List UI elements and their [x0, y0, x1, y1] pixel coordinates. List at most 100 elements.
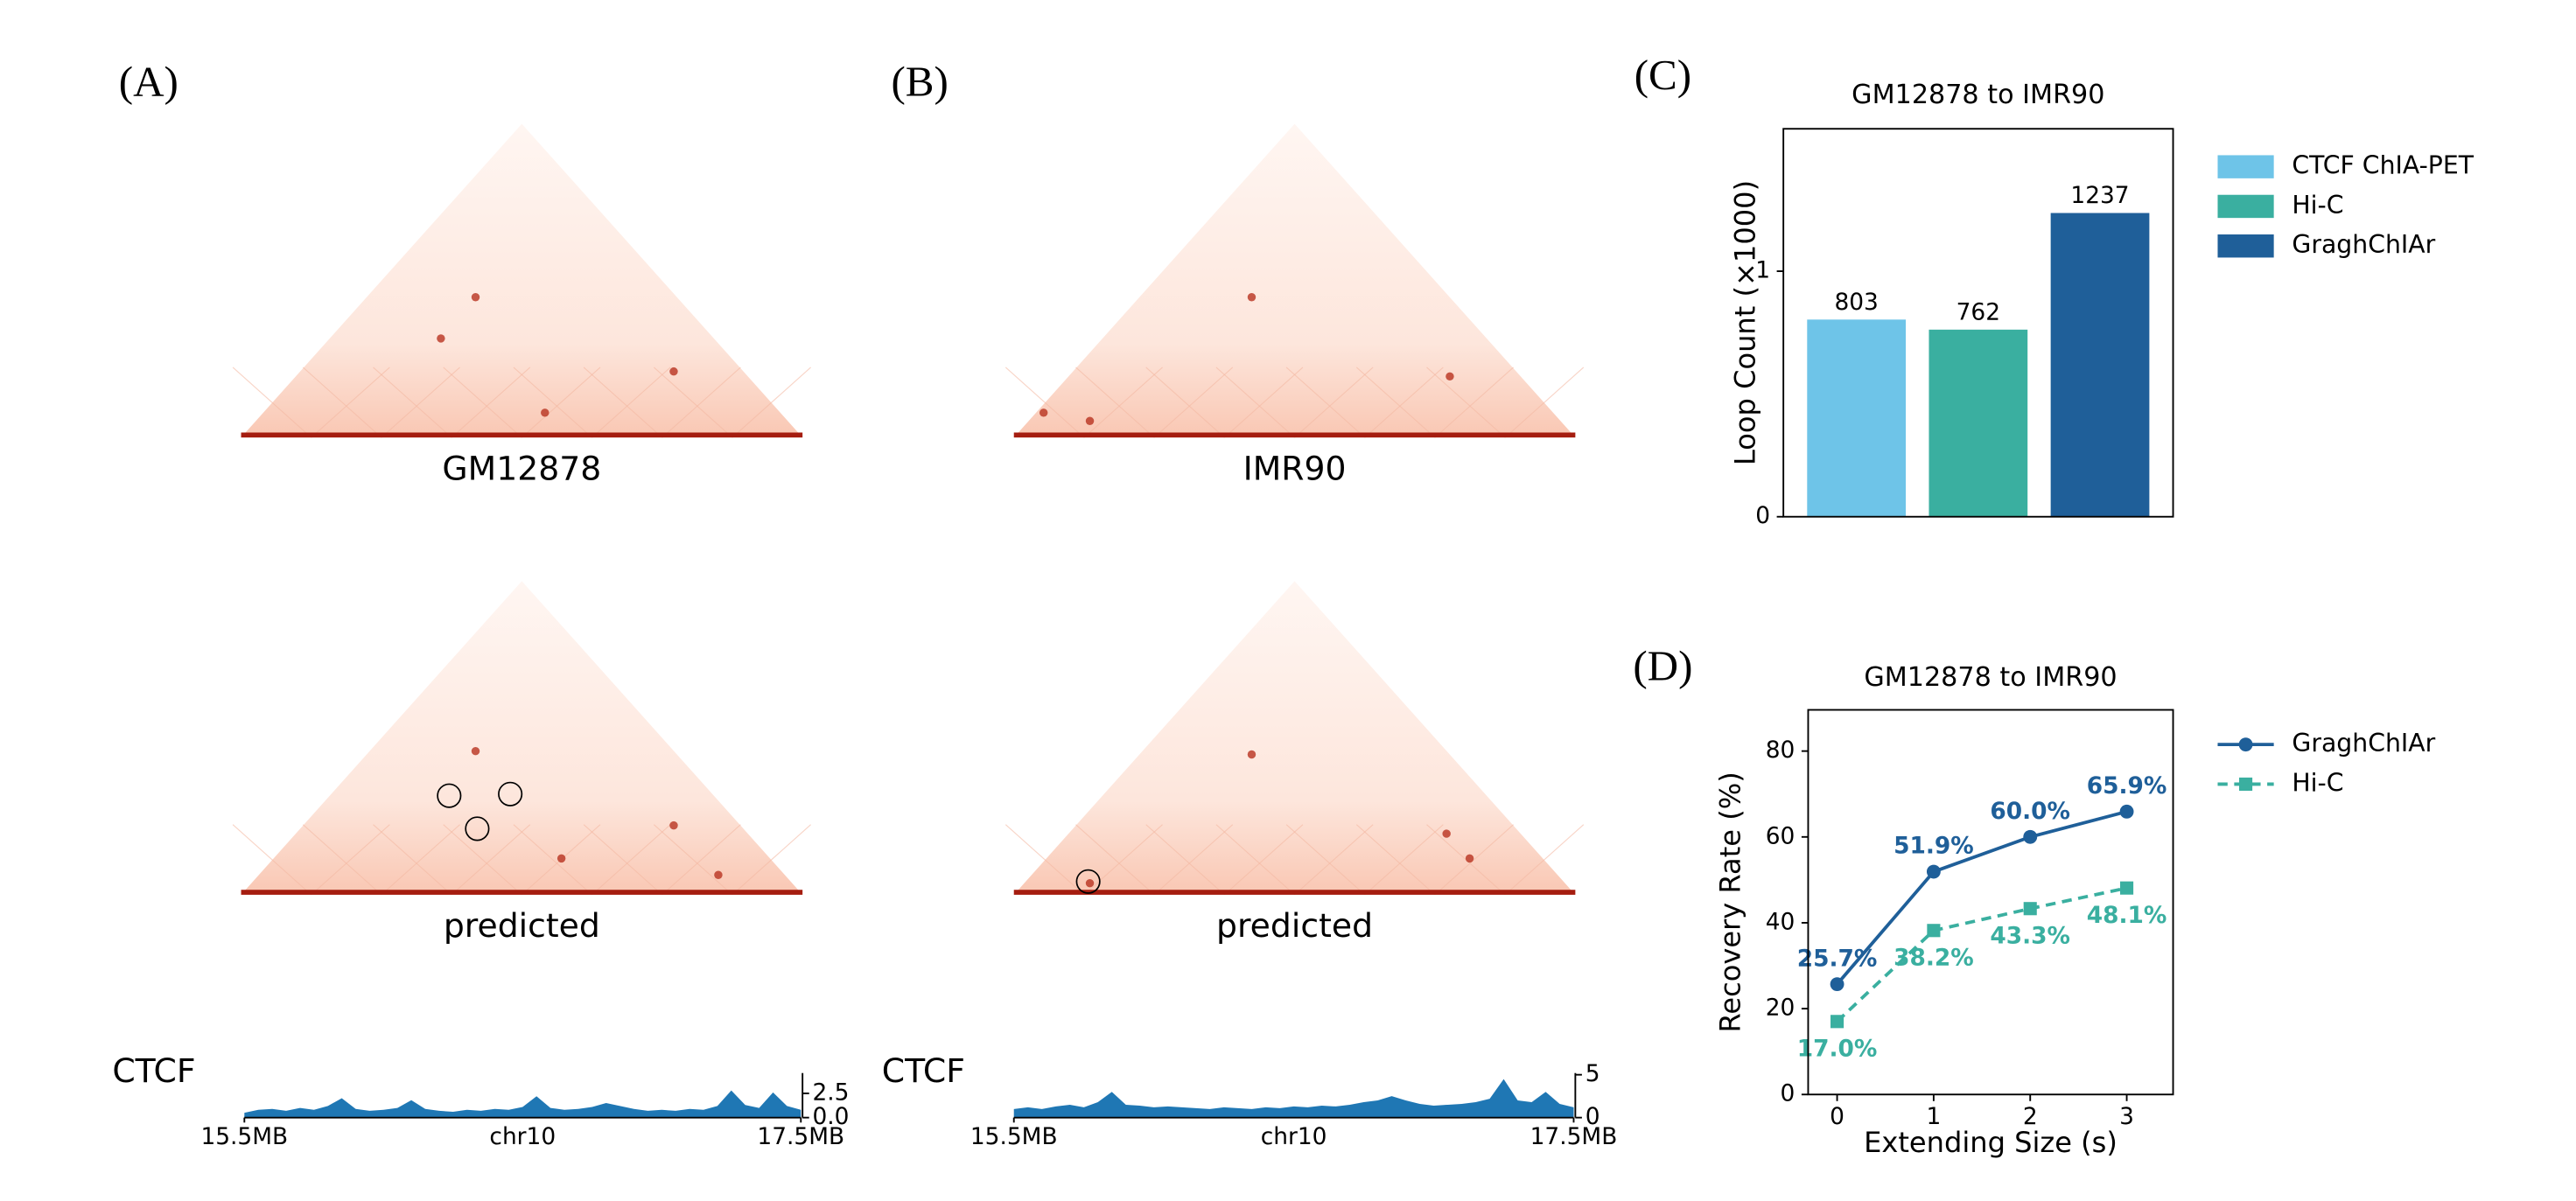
heatmaps — [232, 123, 1585, 896]
point — [2119, 804, 2134, 819]
x-tick-label: 15.5MB — [200, 1123, 288, 1150]
point — [2023, 902, 2037, 916]
legend-label: Hi-C — [2292, 768, 2343, 797]
data-label: 762 — [1956, 298, 2000, 325]
heatmap-stripe — [443, 824, 522, 896]
heatmap-label: predicted — [444, 906, 600, 945]
signal-area — [244, 1090, 802, 1118]
x-tick-label: 1 — [1926, 1103, 1941, 1130]
point — [2023, 829, 2038, 844]
heatmap-stripe — [583, 367, 663, 438]
heatmap-stripe — [302, 824, 382, 896]
heatmap-label: GM12878 — [442, 449, 601, 487]
heatmap-spot — [1085, 416, 1095, 425]
y-tick-label: 1 — [1755, 257, 1770, 284]
heatmap-spot — [471, 746, 480, 756]
heatmap-label: predicted — [1216, 906, 1373, 945]
heatmap-stripe — [1215, 824, 1295, 896]
x-tick-label: 15.5MB — [970, 1123, 1058, 1150]
heatmap-stripe — [521, 367, 601, 438]
heatmap-stripe — [1153, 824, 1234, 896]
heatmap-stripe — [1145, 824, 1225, 896]
data-label: 51.9% — [1894, 833, 1974, 860]
legend-label: GraghChIAr — [2292, 230, 2435, 259]
y-tick-label: 5 — [1586, 1060, 1600, 1087]
heatmap-diagonal — [241, 432, 803, 438]
x-axis-label: chr10 — [1261, 1123, 1327, 1150]
heatmap-spot — [1039, 408, 1048, 417]
y-tick-label: 0 — [1781, 1080, 1796, 1107]
heatmap-stripe — [381, 367, 460, 438]
heatmap-spot — [1442, 829, 1451, 838]
heatmap-diagonal — [241, 890, 803, 895]
heatmap-stripe — [443, 367, 522, 438]
heatmap-stripe — [1083, 367, 1163, 438]
heatmap-stripe — [381, 824, 460, 896]
x-tick-label: 0 — [1830, 1103, 1844, 1130]
heatmap-spot — [1247, 750, 1256, 759]
legend-label: Hi-C — [2292, 191, 2343, 220]
series-line — [1836, 810, 2128, 986]
y-tick-label: 20 — [1766, 995, 1796, 1022]
heatmap-spot — [1247, 293, 1256, 302]
heatmap-stripe — [1355, 367, 1436, 438]
point — [2120, 881, 2134, 895]
heatmap-stripe — [662, 367, 741, 438]
panel-label: (D) — [1633, 641, 1692, 689]
data-label: 48.1% — [2087, 902, 2167, 929]
legend-label: GraghChIAr — [2292, 729, 2435, 758]
heatmap-stripe — [1355, 824, 1436, 896]
heatmap-stripe — [232, 824, 312, 896]
heatmap-stripe — [1215, 367, 1295, 438]
heatmap-spot — [1446, 372, 1454, 381]
series-line — [1836, 886, 2127, 1023]
y-axis-label: Loop Count (×1000) — [1729, 180, 1762, 465]
legend-label: CTCF ChIA-PET — [2292, 151, 2474, 180]
x-tick-label: 17.5MB — [1530, 1123, 1618, 1150]
x-axis-label: Extending Size (s) — [1864, 1126, 2118, 1159]
loop-circle — [465, 816, 490, 841]
chart-title: GM12878 to IMR90 — [1852, 80, 2104, 110]
heatmap-stripe — [1004, 824, 1085, 896]
heatmap-stripe — [1426, 367, 1506, 438]
heatmap-stripe — [732, 367, 811, 438]
heatmap-stripe — [1223, 824, 1304, 896]
heatmap-spot — [556, 854, 566, 863]
y-tick-label: 80 — [1766, 737, 1796, 764]
heatmap-spot — [437, 334, 445, 343]
heatmap-stripe — [1145, 367, 1225, 438]
y-axis-label: CTCF — [882, 1051, 965, 1090]
heatmap-stripe — [1364, 824, 1444, 896]
heatmap-stripe — [592, 367, 671, 438]
heatmap-spot — [541, 408, 550, 417]
heatmap-label: IMR90 — [1243, 449, 1347, 487]
heatmap-stripe — [451, 367, 531, 438]
x-tick-label: 17.5MB — [757, 1123, 844, 1150]
bar — [1807, 319, 1907, 517]
heatmap-stripe — [1434, 824, 1514, 896]
signal-area — [1013, 1079, 1574, 1118]
heatmap-stripe — [311, 367, 390, 438]
data-label: 25.7% — [1797, 945, 1878, 972]
plot-frame — [1807, 709, 2174, 1096]
heatmap-stripe — [1364, 367, 1444, 438]
heatmap-stripe — [1083, 824, 1163, 896]
heatmap-stripe — [1504, 824, 1585, 896]
heatmap-stripe — [1075, 824, 1155, 896]
legend-swatch — [2217, 234, 2274, 258]
legend-swatch — [2217, 155, 2274, 178]
heatmap-triangle — [241, 123, 803, 438]
heatmap-stripe — [1294, 824, 1374, 896]
heatmap-stripe — [373, 367, 452, 438]
heatmap-stripe — [1223, 367, 1304, 438]
y-axis-label: Recovery Rate (%) — [1714, 772, 1747, 1032]
chart-title: GM12878 to IMR90 — [1864, 662, 2117, 693]
heatmap-stripe — [583, 824, 663, 896]
heatmap-stripe — [373, 824, 452, 896]
heatmap-stripe — [232, 367, 312, 438]
heatmap-triangle — [1013, 123, 1576, 438]
heatmap-stripe — [653, 824, 733, 896]
plot-frame — [1782, 128, 2174, 518]
